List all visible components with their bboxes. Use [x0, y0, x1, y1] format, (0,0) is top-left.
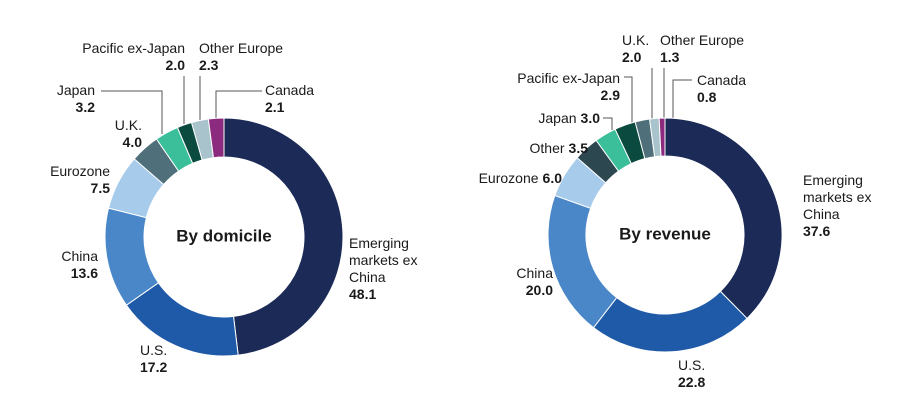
category-name: Pacific ex-Japan	[82, 40, 185, 56]
category-name: Japan	[538, 110, 577, 126]
value-label: 2.0	[165, 57, 185, 73]
slice-label: Eurozone 7.5	[20, 163, 110, 197]
value-label: 2.1	[265, 99, 285, 115]
slice-label: China 20.0	[473, 265, 553, 299]
slice-label: Eurozone 6.0	[442, 170, 562, 187]
slice-label: U.S. 22.8	[678, 357, 738, 391]
donut-slice	[664, 117, 783, 320]
slice-label: Pacific ex-Japan 2.9	[490, 70, 620, 104]
slice-label: Other 3.5	[488, 140, 588, 157]
value-label: 6.0	[542, 170, 562, 186]
category-name: Other Europe	[199, 40, 284, 56]
category-name: U.S.	[140, 342, 168, 358]
slice-label: U.K. 2.0	[622, 32, 662, 66]
donut-slice	[592, 290, 748, 353]
chart-title: By domicile	[176, 226, 271, 245]
donut-slice	[223, 117, 344, 356]
donut-slice	[658, 117, 666, 157]
category-name: Japan	[56, 82, 95, 98]
category-name: Canada	[265, 82, 315, 98]
value-label: 2.9	[600, 87, 620, 103]
value-label: 0.8	[697, 89, 717, 105]
value-label: 48.1	[349, 286, 377, 302]
category-name: Other Europe	[660, 32, 745, 48]
value-label: 7.5	[90, 180, 110, 196]
category-name: China	[516, 265, 553, 281]
value-label: 4.0	[122, 134, 142, 150]
value-label: 3.2	[75, 99, 95, 115]
value-label: 3.0	[580, 110, 600, 126]
slice-label: Other Europe 1.3	[660, 32, 770, 66]
leader-line	[101, 90, 163, 134]
value-label: 13.6	[70, 265, 98, 281]
slice-label: Canada 0.8	[697, 72, 777, 106]
value-label: 20.0	[525, 282, 553, 298]
slice-label: Canada 2.1	[265, 82, 345, 116]
slice-label: Emerging markets ex China 48.1	[349, 235, 439, 303]
category-name: China	[61, 248, 98, 264]
chart-title: By revenue	[619, 224, 711, 243]
slice-label: Japan 3.2	[35, 82, 95, 116]
slice-label: U.K. 4.0	[82, 117, 142, 151]
value-label: 2.0	[622, 49, 642, 65]
category-name: Canada	[697, 72, 747, 88]
category-name: Emerging markets ex China	[349, 235, 418, 285]
slice-label: Emerging markets ex China 37.6	[803, 172, 893, 240]
category-name: Eurozone	[50, 163, 110, 179]
slice-label: China 13.6	[18, 248, 98, 282]
value-label: 17.2	[140, 359, 168, 375]
value-label: 3.5	[568, 140, 588, 156]
value-label: 1.3	[660, 49, 680, 65]
value-label: 37.6	[803, 223, 831, 239]
category-name: U.K.	[114, 117, 142, 133]
category-name: Emerging markets ex China	[803, 172, 872, 222]
leader-line	[603, 117, 613, 130]
leader-line	[624, 76, 633, 124]
category-name: Other	[529, 140, 565, 156]
slice-label: Other Europe 2.3	[199, 40, 309, 74]
donut-slice	[207, 117, 225, 159]
value-label: 22.8	[678, 374, 706, 390]
category-name: Eurozone	[478, 170, 539, 186]
slice-label: Japan 3.0	[500, 110, 600, 127]
slice-label: Pacific ex-Japan 2.0	[55, 40, 185, 74]
category-name: U.K.	[622, 32, 650, 48]
leader-line	[672, 79, 692, 119]
leader-line	[215, 90, 262, 119]
donut-slice	[547, 194, 618, 329]
value-label: 2.3	[199, 57, 219, 73]
slice-label: U.S. 17.2	[140, 342, 200, 376]
category-name: Pacific ex-Japan	[517, 70, 620, 86]
category-name: U.S.	[678, 357, 706, 373]
